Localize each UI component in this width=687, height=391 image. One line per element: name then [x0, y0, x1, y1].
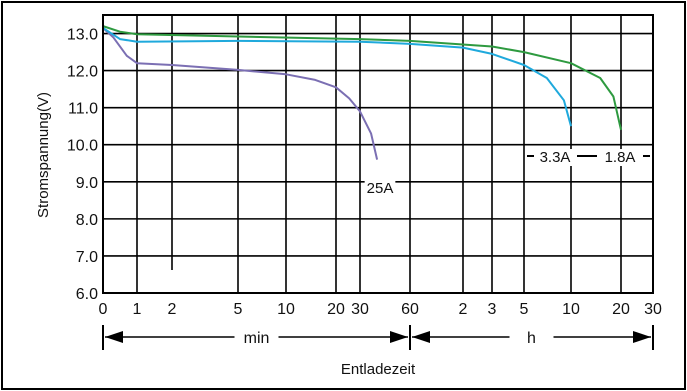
series-line-1: [102, 27, 572, 127]
y-tick-label: 6.0: [76, 286, 98, 303]
unit-arrow-head: [412, 331, 430, 343]
plot-frame: [102, 14, 654, 294]
series-layer: [102, 25, 622, 160]
x-tick-label: 2: [459, 301, 468, 318]
unit-arrows: min h: [102, 325, 654, 350]
y-tick-label: 7.0: [76, 249, 98, 266]
x-tick-label: 3: [488, 301, 497, 318]
x-tick-label: 10: [562, 301, 580, 318]
y-axis-title: Stromspannung(V): [35, 92, 52, 218]
x-tick-label: 20: [327, 301, 345, 318]
y-tick-label: 12.0: [67, 64, 98, 81]
unit-arrow-head: [105, 331, 123, 343]
series-label-bg: [537, 149, 573, 166]
tick-labels: 6.0 7.0 8.0 9.0 10.0 11.0 12.0 13.0 0 1 2 5 10 20 30 60…: [67, 27, 662, 318]
x-tick-label: 60: [401, 301, 419, 318]
series-line-0: [102, 27, 379, 160]
x-tick-label: 1: [133, 301, 142, 318]
series-label-bg: [364, 180, 396, 197]
x-tick-label: 20: [612, 301, 630, 318]
x-axis-title: Entladezeit: [341, 361, 416, 378]
unit-arrow-head: [390, 331, 408, 343]
unit-arrow-head: [633, 331, 651, 343]
y-tick-label: 8.0: [76, 212, 98, 229]
series-label: 3.3A: [540, 149, 571, 166]
x-tick-label: 0: [99, 301, 108, 318]
x-tick-label: 30: [644, 301, 662, 318]
x-tick-label: 5: [520, 301, 529, 318]
x-tick-label: 10: [277, 301, 295, 318]
x-tick-label: 2: [168, 301, 177, 318]
x-tick-label: 5: [234, 301, 243, 318]
grid: [103, 15, 653, 294]
series-labels: 25A 3.3A 1.8A: [364, 149, 650, 197]
series-label-bg: [602, 149, 638, 166]
series-label: 1.8A: [605, 149, 636, 166]
y-tick-label: 11.0: [68, 101, 98, 118]
series-line-2: [102, 25, 622, 131]
unit-label: min: [244, 330, 270, 347]
y-tick-label: 9.0: [76, 175, 98, 192]
unit-label: h: [527, 330, 536, 347]
x-tick-label: 30: [351, 301, 369, 318]
series-label: 25A: [367, 180, 394, 197]
y-tick-label: 13.0: [67, 27, 98, 44]
y-tick-label: 10.0: [67, 138, 98, 155]
